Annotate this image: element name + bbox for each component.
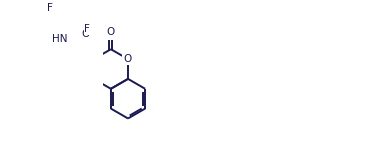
Text: O: O xyxy=(107,27,115,37)
Text: F: F xyxy=(85,24,91,34)
Text: O: O xyxy=(123,54,131,64)
Text: HN: HN xyxy=(52,34,67,44)
Text: F: F xyxy=(46,3,52,13)
Text: O: O xyxy=(81,29,90,39)
